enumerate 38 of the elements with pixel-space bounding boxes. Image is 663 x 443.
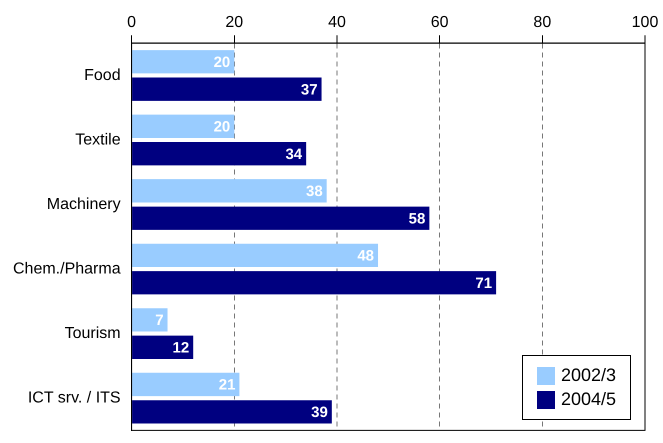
bar — [132, 336, 194, 359]
data-label: 20 — [214, 118, 230, 136]
x-tick-label: 60 — [430, 14, 449, 32]
data-label: 39 — [311, 404, 328, 421]
y-tick-label: ICT srv. / ITS — [28, 390, 121, 407]
data-label: 7 — [155, 312, 164, 330]
bar — [132, 114, 234, 138]
bar — [132, 206, 430, 230]
y-tick-label: Food — [84, 66, 121, 84]
bar — [132, 271, 496, 294]
bar — [132, 400, 332, 424]
data-label: 12 — [172, 339, 190, 356]
x-tick-label: 20 — [225, 14, 244, 32]
legend-label: 2004/5 — [560, 389, 616, 410]
bar — [132, 372, 240, 396]
legend-label: 2002/3 — [560, 365, 616, 386]
data-label: 37 — [300, 81, 318, 98]
bar — [132, 179, 327, 202]
x-tick-label: 100 — [632, 14, 658, 32]
data-label: 58 — [408, 210, 426, 228]
data-label: 34 — [285, 146, 303, 163]
x-tick-label: 80 — [533, 14, 552, 32]
bar — [132, 308, 168, 332]
y-tick-label: Chem./Pharma — [13, 260, 121, 278]
bar — [132, 50, 234, 74]
y-tick-label: Tourism — [64, 325, 121, 342]
data-label: 38 — [306, 182, 323, 200]
x-tick-label: 0 — [127, 14, 136, 32]
y-tick-label: Machinery — [46, 196, 121, 213]
data-label: 21 — [218, 376, 236, 394]
y-tick-label: Textile — [75, 131, 121, 148]
bar — [132, 244, 378, 268]
bar — [132, 78, 322, 101]
data-label: 48 — [357, 247, 374, 264]
data-label: 20 — [214, 54, 230, 71]
x-tick-label: 40 — [328, 14, 346, 32]
data-label: 71 — [475, 274, 492, 292]
bar — [132, 142, 306, 166]
